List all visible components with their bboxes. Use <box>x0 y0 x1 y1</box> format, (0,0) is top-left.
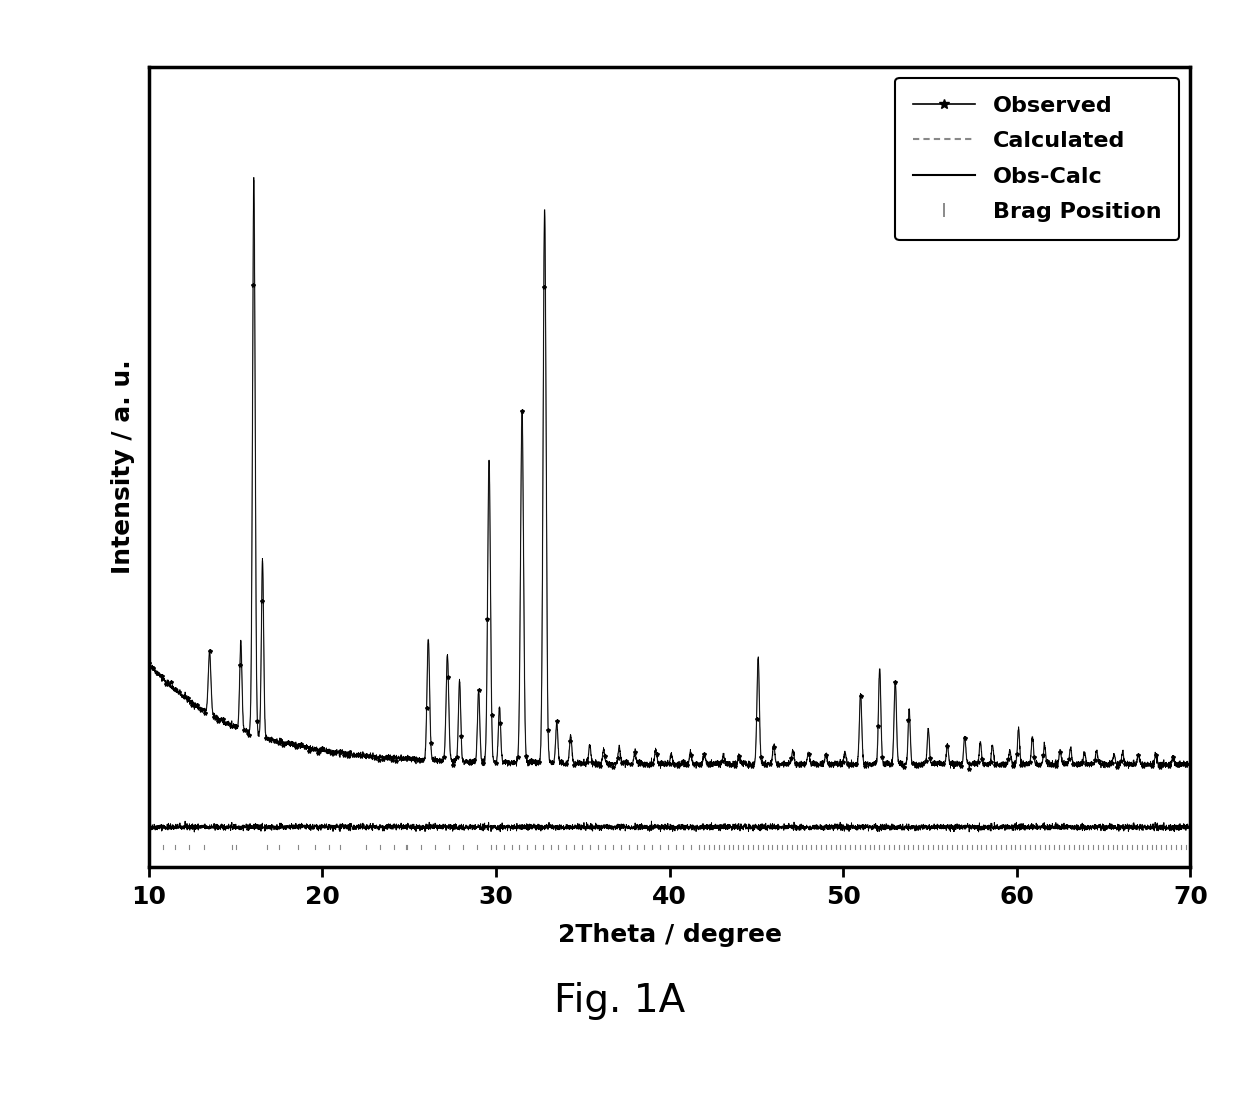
Text: Fig. 1A: Fig. 1A <box>554 982 686 1020</box>
Y-axis label: Intensity / a. u.: Intensity / a. u. <box>110 359 135 575</box>
X-axis label: 2Theta / degree: 2Theta / degree <box>558 923 781 947</box>
Legend: Observed, Calculated, Obs-Calc, Brag Position: Observed, Calculated, Obs-Calc, Brag Pos… <box>895 78 1179 240</box>
